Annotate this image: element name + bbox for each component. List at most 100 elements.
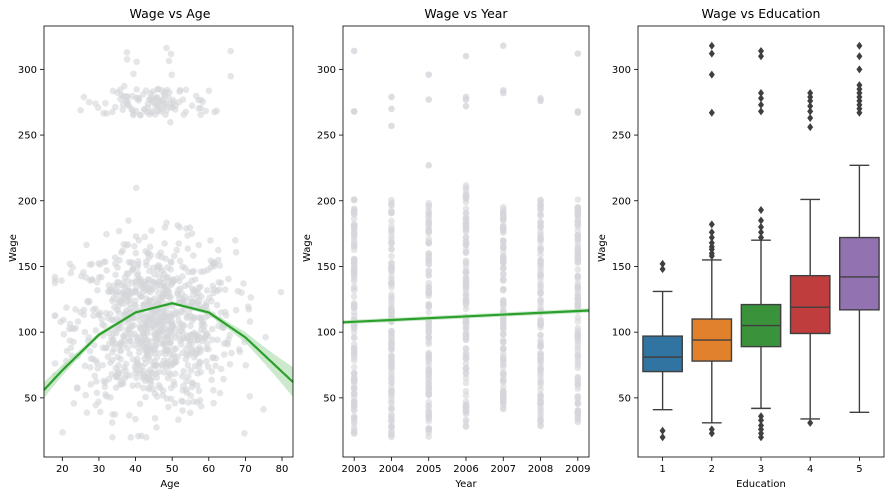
outlier-point	[708, 233, 715, 242]
scatter-point	[140, 288, 147, 296]
scatter-point	[425, 330, 433, 337]
scatter-point	[176, 257, 184, 265]
scatter-point	[350, 293, 358, 300]
fit-line	[44, 302, 293, 391]
scatter-point	[104, 314, 112, 322]
outlier-point	[758, 223, 764, 232]
scatter-point	[247, 294, 255, 301]
scatter-point	[208, 368, 216, 375]
scatter-point	[574, 279, 582, 286]
scatter-point	[167, 50, 175, 58]
scatter-point	[574, 408, 582, 416]
scatter-point	[232, 306, 240, 314]
scatter-point	[163, 219, 170, 227]
outlier-point	[856, 81, 863, 90]
scatter-point	[462, 299, 470, 307]
scatter-point	[109, 87, 117, 95]
scatter-point	[186, 409, 194, 417]
scatter-point	[142, 393, 149, 401]
y-tick-label: 150	[317, 262, 336, 273]
scatter-point	[133, 58, 140, 66]
outlier-point	[758, 107, 764, 116]
y-tick-label: 300	[18, 65, 37, 76]
scatter-point	[164, 374, 172, 382]
scatter-point	[114, 278, 121, 286]
scatter-point	[151, 390, 159, 397]
x-tick-label: 5	[856, 464, 862, 475]
scatter-point	[499, 237, 507, 245]
scatter-point	[133, 374, 140, 382]
scatter-point	[158, 340, 166, 347]
scatter-point	[190, 252, 197, 259]
scatter-point	[350, 364, 358, 371]
scatter-point	[77, 308, 84, 316]
scatter-point	[462, 184, 470, 191]
outlier-point	[758, 52, 764, 61]
scatter-point	[171, 370, 179, 377]
x-tick-label: 2007	[491, 464, 516, 475]
scatter-point	[187, 367, 195, 374]
y-tick-label: 250	[18, 131, 37, 142]
scatter-point	[537, 414, 544, 422]
x-tick-label: 2009	[565, 464, 590, 475]
scatter-point	[204, 363, 212, 371]
scatter-point	[196, 346, 204, 354]
y-tick-label: 200	[317, 196, 336, 207]
scatter-point	[119, 101, 127, 108]
scatter-point	[182, 355, 190, 363]
scatter-point	[179, 263, 186, 271]
scatter-point	[574, 243, 582, 251]
scatter-point	[92, 357, 100, 364]
scatter-point	[246, 318, 254, 325]
scatter-point	[172, 358, 180, 366]
scatter-point	[238, 289, 245, 296]
scatter-point	[236, 348, 244, 356]
scatter-point	[574, 250, 582, 258]
x-tick-label: 2005	[416, 464, 441, 475]
scatter-point	[350, 47, 358, 55]
scatter-point	[99, 321, 106, 328]
scatter-point	[100, 109, 107, 117]
scatter-point	[171, 252, 178, 260]
scatter-point	[174, 353, 182, 361]
y-tick-label: 100	[317, 328, 336, 339]
outlier-point	[758, 421, 764, 430]
scatter-point	[165, 57, 173, 65]
outlier-point	[807, 123, 814, 132]
scatter-point	[350, 215, 358, 222]
scatter-point	[499, 360, 507, 367]
scatter-point	[499, 275, 507, 283]
scatter-point	[499, 323, 507, 331]
scatter-point	[388, 196, 395, 204]
scatter-point	[169, 324, 176, 331]
scatter-point	[65, 325, 73, 333]
scatter-point	[537, 318, 544, 325]
scatter-point	[168, 71, 176, 79]
scatter-point	[94, 364, 102, 372]
scatter-point	[350, 399, 358, 406]
scatter-point	[216, 389, 224, 397]
scatter-point	[462, 364, 470, 372]
scatter-point	[152, 361, 159, 369]
outlier-point	[807, 113, 814, 122]
scatter-point	[425, 340, 433, 348]
scatter-point	[155, 381, 163, 389]
scatter-point	[210, 289, 217, 297]
scatter-point	[537, 206, 544, 213]
chart-title: Wage vs Education	[702, 6, 821, 21]
scatter-point	[180, 382, 187, 390]
scatter-point	[87, 381, 95, 388]
scatter-point	[350, 275, 358, 283]
scatter-point	[425, 161, 433, 169]
scatter-point	[96, 408, 104, 416]
scatter-point	[184, 362, 192, 369]
scatter-point	[63, 304, 70, 311]
scatter-point	[136, 316, 143, 324]
scatter-point	[217, 309, 225, 316]
scatter-point	[425, 408, 433, 416]
scatter-point	[189, 380, 197, 387]
scatter-point	[198, 321, 206, 329]
scatter-point	[462, 344, 470, 352]
iqr-box	[789, 274, 831, 335]
y-tick-label: 300	[612, 65, 631, 76]
